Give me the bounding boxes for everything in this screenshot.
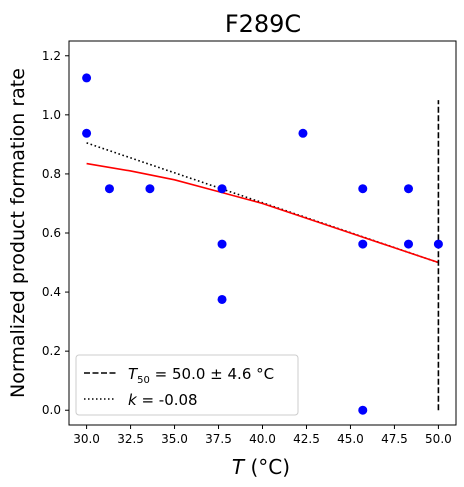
data-point [404, 184, 414, 194]
data-point [358, 405, 368, 415]
legend-entry-t50: T50 = 50.0 ± 4.6 °C [128, 365, 274, 386]
y-axis-label: Normalized product formation rate [7, 68, 29, 398]
legend-entry-k: k = -0.08 [128, 391, 198, 409]
data-point [82, 128, 92, 138]
x-axis: 30.0 32.5 35.0 37.5 40.0 42.5 45.0 47.5 50.0 [73, 425, 452, 446]
y-tick-label: 0.8 [42, 167, 61, 181]
data-point [404, 239, 414, 249]
x-tick-label: 35.0 [161, 432, 188, 446]
y-tick-label: 0.4 [42, 285, 61, 299]
y-axis: 0.0 0.2 0.4 0.6 0.8 1.0 1.2 [42, 49, 69, 417]
data-point [217, 184, 227, 194]
data-point [298, 128, 308, 138]
x-tick-label: 37.5 [205, 432, 232, 446]
data-point [145, 184, 155, 194]
y-tick-label: 0.2 [42, 344, 61, 358]
x-axis-label: T (°C) [232, 455, 290, 479]
legend: T50 = 50.0 ± 4.6 °C k = -0.08 [75, 354, 299, 416]
y-tick-label: 1.0 [42, 108, 61, 122]
x-tick-label: 45.0 [337, 432, 364, 446]
y-tick-label: 1.2 [42, 49, 61, 63]
data-point [358, 239, 368, 249]
data-point [217, 294, 227, 304]
sigmoid-fit-curve [86, 162, 439, 264]
legend-box [75, 354, 299, 416]
x-tick-label: 47.5 [381, 432, 408, 446]
data-point [433, 239, 443, 249]
data-point [82, 73, 92, 83]
y-tick-label: 0.0 [42, 403, 61, 417]
chart-title: F289C [225, 10, 301, 38]
data-point [217, 239, 227, 249]
data-point [358, 184, 368, 194]
plot-area [68, 40, 457, 426]
x-tick-label: 40.0 [249, 432, 276, 446]
x-tick-label: 32.5 [117, 432, 144, 446]
x-tick-label: 50.0 [425, 432, 452, 446]
x-tick-label: 30.0 [73, 432, 100, 446]
data-point [104, 184, 114, 194]
x-tick-label: 42.5 [293, 432, 320, 446]
y-tick-label: 0.6 [42, 226, 61, 240]
